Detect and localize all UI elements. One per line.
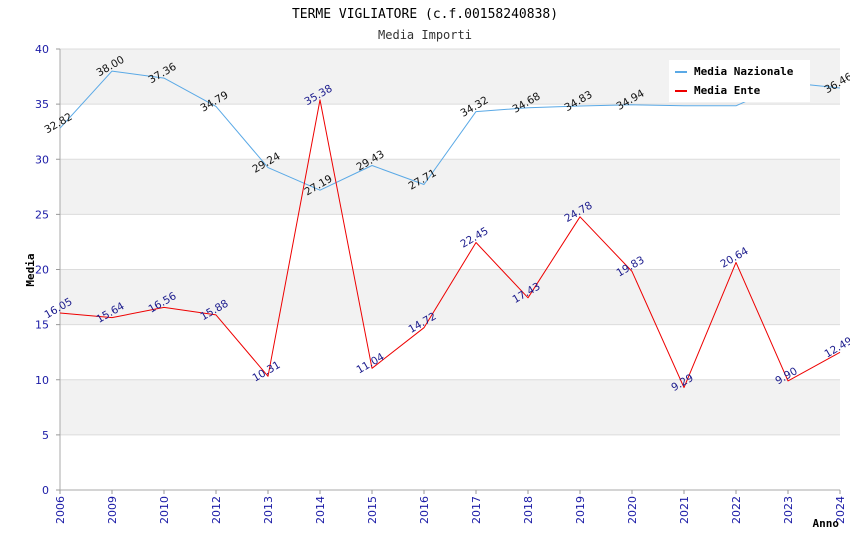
- plot-background: [60, 49, 840, 490]
- plot-band: [60, 324, 840, 380]
- series-line-ente: [59, 99, 841, 389]
- x-tick-label: 2016: [418, 496, 431, 524]
- x-tick-label: 2022: [730, 496, 743, 524]
- y-axis-ticks: 0 5 10 15 20 25 30 35 40: [35, 43, 60, 497]
- legend: Media Nazionale Media Ente: [669, 60, 810, 102]
- plot-band: [60, 214, 840, 270]
- x-tick-label: 2009: [106, 496, 119, 524]
- plot-band: [60, 159, 840, 215]
- x-tick-label: 2017: [470, 496, 483, 524]
- x-tick-label: 2012: [210, 496, 223, 524]
- plot-band: [60, 104, 840, 160]
- chart-title: TERME VIGLIATORE (c.f.00158240838): [292, 7, 558, 22]
- y-tick-label: 40: [35, 43, 49, 56]
- y-tick-label: 10: [35, 374, 49, 387]
- x-tick-label: 2013: [262, 496, 275, 524]
- series: [59, 70, 841, 389]
- chart-subtitle: Media Importi: [378, 28, 472, 42]
- y-tick-label: 20: [35, 264, 49, 277]
- y-tick-label: 5: [42, 429, 49, 442]
- legend-label-ente: Media Ente: [694, 84, 761, 97]
- y-tick-label: 0: [42, 484, 49, 497]
- x-axis-title: Anno: [813, 517, 840, 530]
- x-tick-label: 2023: [782, 496, 795, 524]
- y-tick-label: 30: [35, 153, 49, 166]
- x-tick-label: 2006: [54, 496, 67, 524]
- y-tick-label: 15: [35, 319, 49, 332]
- y-tick-label: 35: [35, 98, 49, 111]
- plot-band: [60, 379, 840, 435]
- x-tick-label: 2010: [158, 496, 171, 524]
- legend-box: [669, 60, 810, 102]
- x-tick-label: 2019: [574, 496, 587, 524]
- x-tick-label: 2024: [834, 496, 847, 524]
- plot-band: [60, 269, 840, 325]
- y-tick-label: 25: [35, 208, 49, 221]
- x-axis-ticks: 2006 2009 2010 2012 2013 2014 2015 2016 2017 2018…: [54, 490, 847, 524]
- series-line-nazionale: [59, 70, 841, 191]
- y-axis-title: Media: [24, 253, 37, 286]
- x-tick-label: 2015: [366, 496, 379, 524]
- x-tick-label: 2020: [626, 496, 639, 524]
- x-tick-label: 2018: [522, 496, 535, 524]
- plot-band: [60, 434, 840, 490]
- legend-label-nazionale: Media Nazionale: [694, 65, 794, 78]
- x-tick-label: 2021: [678, 496, 691, 524]
- x-tick-label: 2014: [314, 496, 327, 524]
